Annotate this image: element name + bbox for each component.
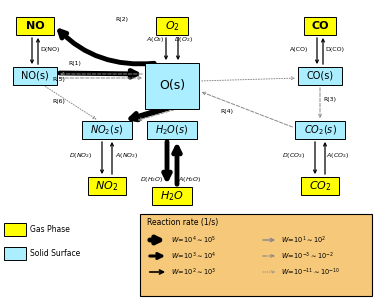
Text: $CO_2$: $CO_2$ [309,179,331,193]
FancyBboxPatch shape [88,177,126,195]
Text: $A(H_2O)$: $A(H_2O)$ [178,175,202,185]
Text: $W\!=\!10^2{\sim}10^3$: $W\!=\!10^2{\sim}10^3$ [171,266,216,278]
Text: D(NO): D(NO) [40,47,59,53]
Text: R(2): R(2) [115,16,128,22]
FancyBboxPatch shape [147,121,197,139]
FancyBboxPatch shape [156,17,188,35]
FancyBboxPatch shape [140,214,372,296]
Text: $A(CO_2)$: $A(CO_2)$ [326,151,349,161]
Text: $CO_2(s)$: $CO_2(s)$ [303,123,337,137]
Text: R(3): R(3) [323,98,336,102]
Text: O(s): O(s) [159,80,185,92]
FancyBboxPatch shape [298,67,342,85]
Text: $W\!=\!10^1{\sim}10^2$: $W\!=\!10^1{\sim}10^2$ [281,234,326,246]
FancyBboxPatch shape [152,187,192,205]
Text: $H_2O(s)$: $H_2O(s)$ [155,123,189,137]
FancyBboxPatch shape [16,17,54,35]
Text: $D(O_2)$: $D(O_2)$ [174,36,193,44]
Text: A(CO): A(CO) [290,47,308,51]
Text: $D(NO_2)$: $D(NO_2)$ [69,151,92,161]
Text: R(1): R(1) [68,61,81,67]
Text: $D(H_2O)$: $D(H_2O)$ [140,175,164,185]
Text: $W\!=\!10^3{\sim}10^4$: $W\!=\!10^3{\sim}10^4$ [171,250,217,262]
Text: $O_2$: $O_2$ [165,19,179,33]
Text: D(CO): D(CO) [325,47,344,51]
Text: $D(CO_2)$: $D(CO_2)$ [282,151,305,161]
Text: $NO_2$: $NO_2$ [96,179,118,193]
Text: NO: NO [26,21,44,31]
Text: $W\!=\!10^{-3}{\sim}10^{-2}$: $W\!=\!10^{-3}{\sim}10^{-2}$ [281,250,334,262]
Text: $A(NO_2)$: $A(NO_2)$ [115,151,138,161]
FancyBboxPatch shape [304,17,336,35]
Text: CO: CO [311,21,329,31]
FancyBboxPatch shape [4,247,26,260]
Text: R(5): R(5) [52,78,65,82]
Text: $H_2O$: $H_2O$ [160,189,184,203]
Text: Solid Surface: Solid Surface [30,250,80,258]
Text: $W\!=\!10^{-11}{\sim}10^{-10}$: $W\!=\!10^{-11}{\sim}10^{-10}$ [281,266,340,278]
Text: $A(O_2)$: $A(O_2)$ [146,36,165,44]
Text: CO(s): CO(s) [306,71,334,81]
FancyBboxPatch shape [145,63,199,109]
Text: Gas Phase: Gas Phase [30,226,70,234]
FancyBboxPatch shape [295,121,345,139]
Text: $NO_2(s)$: $NO_2(s)$ [90,123,124,137]
FancyBboxPatch shape [301,177,339,195]
Text: R(4): R(4) [220,109,233,115]
Text: Reaction rate (1/s): Reaction rate (1/s) [147,217,218,226]
FancyBboxPatch shape [13,67,57,85]
Text: NO(s): NO(s) [21,71,49,81]
Text: $W\!=\!10^4{\sim}10^5$: $W\!=\!10^4{\sim}10^5$ [171,234,216,246]
FancyBboxPatch shape [4,223,26,236]
FancyBboxPatch shape [82,121,132,139]
Text: R(6): R(6) [52,99,65,105]
